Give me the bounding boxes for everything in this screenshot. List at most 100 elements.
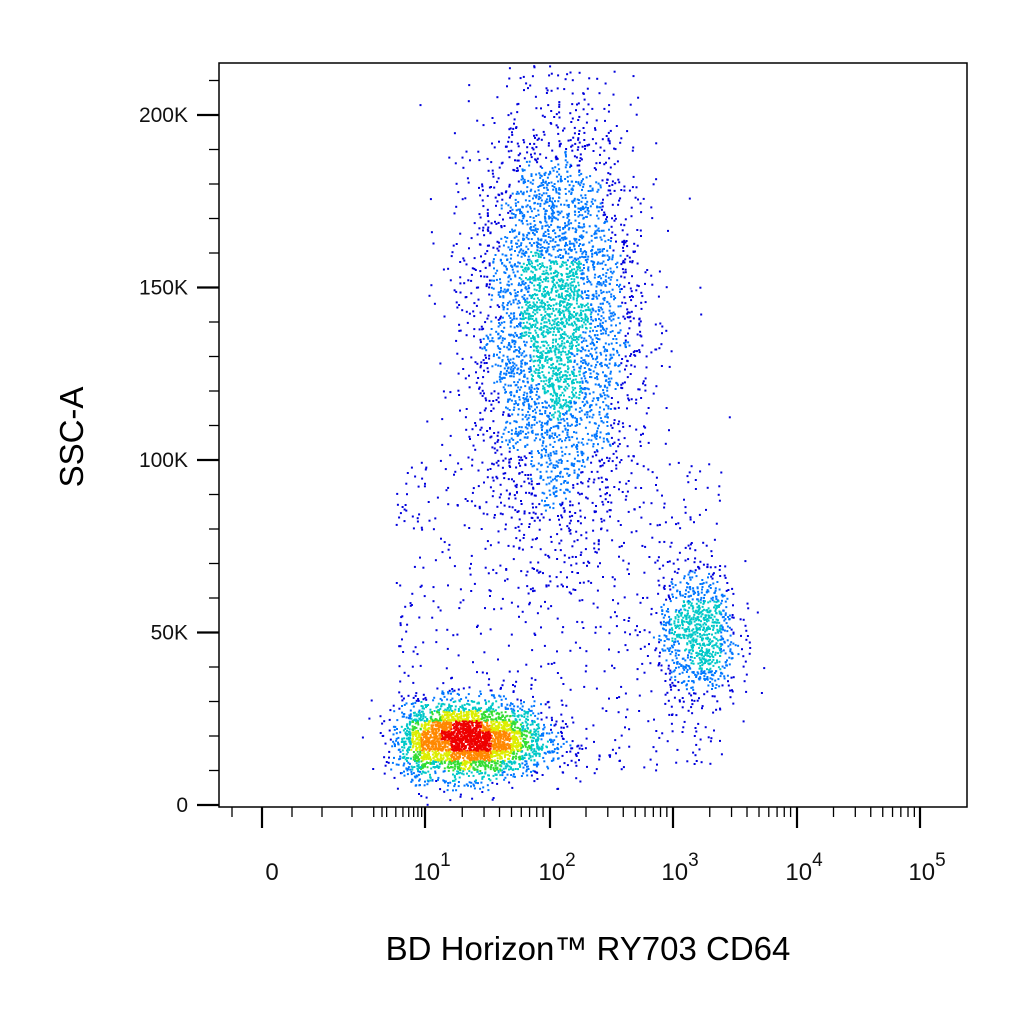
event-dot [617,305,620,308]
event-dot [473,717,476,720]
event-dot [466,749,469,752]
event-dot [399,731,402,734]
event-dot [489,768,492,771]
event-dot [554,345,557,348]
event-dot [502,432,505,435]
event-dot [444,780,447,783]
event-dot [438,765,441,768]
event-dot [509,723,512,726]
event-dot [526,380,529,383]
event-dot [455,722,458,725]
event-dot [393,728,396,731]
event-dot [564,385,567,388]
event-dot [519,723,522,726]
event-dot [565,163,568,166]
event-dot [540,433,543,436]
event-dot [401,711,404,714]
event-dot [489,779,492,782]
event-dot [624,218,627,221]
event-dot [477,711,480,714]
event-dot [460,717,463,720]
event-dot [588,406,591,409]
event-dot [402,729,405,732]
event-dot [567,220,570,223]
event-dot [529,756,532,759]
event-dot [436,705,439,708]
event-dot [487,370,490,373]
event-dot [403,755,406,758]
event-dot [460,698,463,701]
event-dot [568,305,571,308]
event-dot [455,745,458,748]
event-dot [517,169,519,172]
event-dot [522,369,525,372]
event-dot [486,764,489,767]
event-dot [617,331,620,334]
event-dot [379,732,382,734]
event-dot [408,733,411,735]
event-dot [553,440,556,443]
event-dot [433,721,436,724]
event-dot [426,756,428,759]
event-dot [557,132,560,135]
event-dot [426,731,429,734]
event-dot [467,723,470,725]
event-dot [515,170,518,172]
event-dot [526,774,529,777]
event-dot [430,231,433,234]
event-dot [448,734,450,737]
event-dot [534,753,537,755]
event-dot [501,774,504,777]
event-dot [488,186,491,189]
event-dot [565,272,568,275]
event-dot [434,723,437,726]
event-dot [460,715,463,718]
event-dot [498,694,501,697]
event-dot [474,740,477,743]
event-dot [566,73,569,76]
event-dot [545,716,548,719]
event-dot [638,349,641,352]
event-dot [550,414,553,417]
event-dot [655,178,658,181]
event-dot [536,727,539,730]
event-dot [473,767,476,770]
event-dot [476,745,479,748]
event-dot [568,292,571,295]
event-dot [491,760,494,763]
event-dot [495,721,498,724]
event-dot [394,744,396,746]
event-dot [539,286,541,288]
event-dot [582,561,585,564]
event-dot [525,770,528,773]
event-dot [540,138,543,141]
event-dot [573,471,576,474]
event-dot [437,778,439,781]
event-dot [413,727,416,730]
event-dot [418,778,421,781]
event-dot [460,712,462,715]
event-dot [526,765,528,768]
event-dot [544,500,546,503]
event-dot [465,731,468,734]
event-dot [495,777,498,780]
event-dot [416,715,419,718]
event-dot [517,741,520,744]
event-dot [609,267,612,270]
event-dot [488,733,491,736]
event-dot [595,449,598,452]
event-dot [450,763,453,765]
event-dot [485,734,488,737]
event-dot [617,401,620,404]
event-dot [523,710,526,713]
event-dot [597,227,600,230]
event-dot [501,730,504,733]
event-dot [570,242,573,245]
event-dot [479,758,482,761]
event-dot [557,461,560,464]
event-dot [541,273,544,275]
event-dot [567,139,570,142]
event-dot [472,712,475,715]
event-dot [607,501,610,503]
event-dot [466,737,468,740]
